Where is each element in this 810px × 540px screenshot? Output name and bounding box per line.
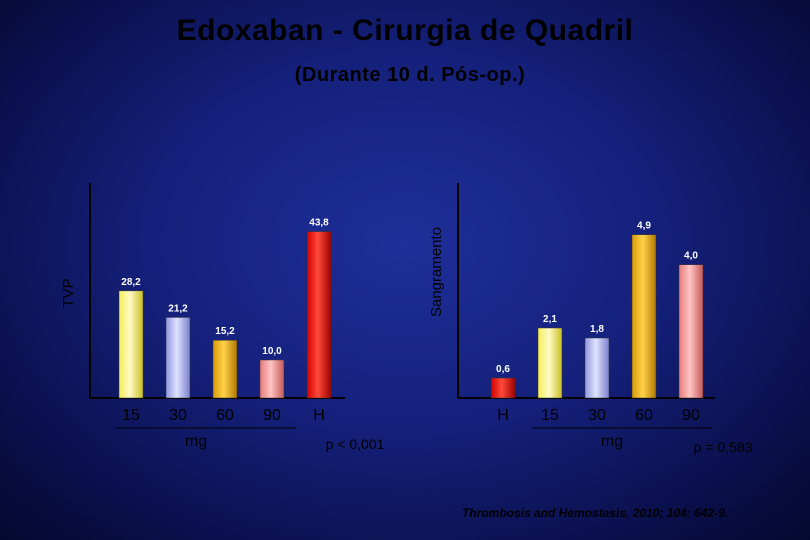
right-data-label-60: 4,9 [637, 221, 651, 232]
left-bar-15 [118, 290, 144, 399]
left-data-label-30: 21,2 [168, 303, 188, 314]
left-y-axis-title: TVP [60, 278, 77, 307]
right-tick-label-60: 60 [635, 407, 653, 424]
right-bar-90 [678, 264, 704, 399]
left-bar-60 [212, 339, 238, 399]
right-tick-label-90: 90 [682, 407, 700, 424]
left-data-label-60: 15,2 [215, 326, 235, 337]
right-unit-label: mg [601, 433, 623, 450]
right-tick-label-30: 30 [588, 407, 606, 424]
right-data-label-90: 4,0 [684, 251, 698, 262]
right-tick-label-15: 15 [541, 407, 559, 424]
left-tick-label-15: 15 [122, 407, 140, 424]
left-pvalue: p < 0,001 [326, 436, 385, 452]
chart-title: Edoxaban - Cirurgia de Quadril [176, 14, 634, 47]
left-bar-30 [165, 317, 191, 399]
left-bar-90 [259, 359, 285, 399]
right-bar-15 [537, 327, 563, 399]
left-unit-label: mg [185, 433, 207, 450]
right-pvalue: p = 0,583 [694, 439, 753, 455]
left-tick-label-90: 90 [263, 407, 281, 424]
right-y-axis-title: Sangramento [428, 227, 445, 317]
right-bar-60 [631, 234, 657, 399]
right-data-label-h: 0,6 [496, 364, 510, 375]
left-bar-h [306, 231, 332, 399]
citation: Thrombosis and Hemostasis. 2010; 104: 64… [462, 506, 729, 520]
left-data-label-90: 10,0 [262, 346, 282, 357]
right-tick-label-h: H [497, 407, 509, 424]
left-data-label-h: 43,8 [309, 218, 329, 229]
right-bar-h [490, 377, 516, 399]
left-tick-label-60: 60 [216, 407, 234, 424]
chart-subtitle: (Durante 10 d. Pós-op.) [294, 64, 526, 86]
left-data-label-15: 28,2 [121, 277, 141, 288]
left-tick-label-30: 30 [169, 407, 187, 424]
right-bar-30 [584, 337, 610, 399]
right-data-label-30: 1,8 [590, 324, 604, 335]
right-data-label-15: 2,1 [543, 314, 557, 325]
left-tick-label-h: H [313, 407, 325, 424]
